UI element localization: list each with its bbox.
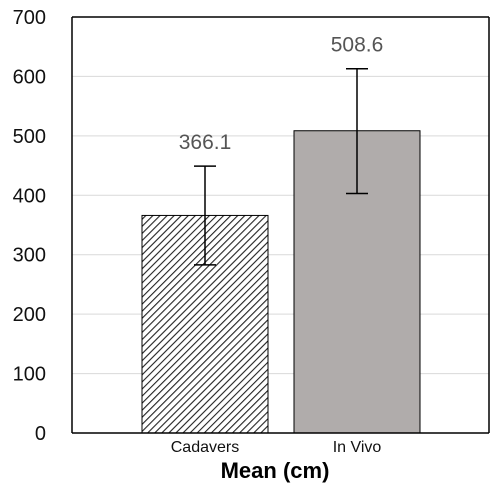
y-tick-label: 400 [13, 185, 46, 207]
x-tick-label: Cadavers [171, 439, 239, 456]
data-label: 508.6 [331, 34, 384, 57]
y-tick-label: 0 [35, 423, 46, 445]
data-label: 366.1 [179, 131, 232, 154]
gridlines [72, 16, 489, 375]
y-tick-label: 500 [13, 126, 46, 148]
y-tick-label: 700 [13, 7, 46, 29]
x-axis-title: Mean (cm) [221, 458, 330, 483]
y-tick-label: 300 [13, 245, 46, 267]
y-tick-label: 200 [13, 304, 46, 326]
axes [71, 16, 490, 434]
labels: 0 100 200 300 400 500 600 700 366.1 Cadavers 508.6… [13, 7, 384, 456]
y-tick-label: 600 [13, 66, 46, 88]
y-tick-label: 100 [13, 364, 46, 386]
bars [141, 67, 421, 434]
x-tick-label: In Vivo [333, 439, 382, 456]
